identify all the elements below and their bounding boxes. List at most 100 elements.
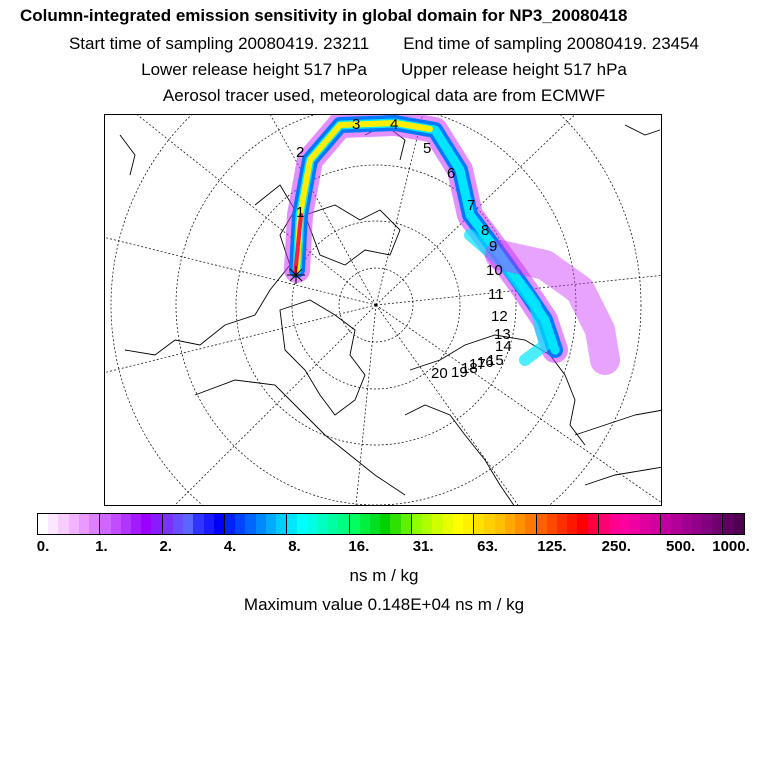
trajectory-label: 8 — [481, 222, 489, 239]
colorbar-swatch — [442, 514, 453, 534]
lat-circle — [175, 115, 577, 505]
tracer-info: Aerosol tracer used, meteorological data… — [162, 86, 606, 105]
colorbar-swatch — [110, 514, 121, 534]
colorbar-swatch — [276, 514, 288, 534]
colorbar-tick-label: 16. — [348, 538, 370, 555]
plume-fan-west — [464, 229, 551, 366]
colorbar-swatch — [120, 514, 131, 534]
sampling-times: Start time of sampling 20080419. 23211 En… — [0, 34, 768, 54]
colorbar-swatch — [245, 514, 256, 534]
meridian — [375, 304, 661, 503]
colorbar-tick-label: 8. — [288, 538, 301, 555]
trajectory-label: 18 — [461, 360, 478, 377]
trajectory-label: 7 — [467, 197, 475, 214]
colorbar-tick-label: 4. — [223, 538, 237, 555]
coastline-greenland — [279, 299, 366, 416]
colorbar-swatch — [504, 514, 516, 534]
colorbar-swatch — [702, 514, 713, 534]
colorbar-swatch — [494, 514, 505, 534]
trajectory-label: 13 — [494, 326, 511, 343]
colorbar-swatch — [380, 514, 391, 534]
colorbar-swatch — [183, 514, 194, 534]
lat-circle — [291, 220, 461, 390]
colorbar-swatch — [370, 514, 381, 534]
graticule — [105, 115, 661, 505]
colorbar-unit: ns m / kg — [349, 566, 419, 585]
colorbar-swatch — [89, 514, 101, 534]
colorbar-swatch — [203, 514, 214, 534]
coastline-arctic-islands — [304, 204, 401, 266]
trajectory-label: 11 — [488, 286, 504, 303]
coastline-scandinavia — [404, 404, 515, 505]
lat-circle — [338, 267, 414, 343]
colorbar-swatch — [359, 514, 370, 534]
colorbar-tick-label: 31. — [412, 538, 434, 555]
plume-peak — [293, 213, 303, 277]
colorbar-swatch — [297, 514, 308, 534]
colorbar-swatch — [48, 514, 59, 534]
meridian — [105, 304, 377, 373]
colorbar-swatch — [536, 514, 547, 534]
colorbar-swatch — [411, 514, 423, 534]
colorbar-swatch — [515, 514, 526, 534]
colorbar-swatch — [649, 514, 662, 534]
meridian — [174, 304, 377, 505]
colorbar-tick-label: 500. — [666, 538, 696, 555]
sampling-end: End time of sampling 20080419. 23454 — [403, 34, 700, 53]
meridian — [355, 304, 377, 505]
trajectory-label: 1 — [296, 204, 304, 221]
colorbar-swatch — [619, 514, 630, 534]
colorbar-swatch — [525, 514, 537, 534]
colorbar-swatch — [556, 514, 568, 534]
plume-fan-east — [485, 240, 620, 375]
colorbar-swatch — [338, 514, 350, 534]
colorbar-swatch — [58, 514, 69, 534]
colorbar-swatch — [235, 514, 246, 534]
trajectory-label: 3 — [352, 116, 360, 133]
colorbar-tick-label: 250. — [601, 538, 631, 555]
lat-circle — [235, 164, 517, 446]
trajectory-label: 4 — [390, 116, 398, 133]
release-marker — [287, 266, 305, 284]
colorbar-swatch — [671, 514, 682, 534]
colorbar-swatch — [317, 514, 329, 534]
colorbar-swatch — [130, 514, 142, 534]
colorbar-swatch — [172, 514, 184, 534]
colorbar-swatch — [193, 514, 204, 534]
colorbar-swatch — [452, 514, 463, 534]
colorbar-swatch — [629, 514, 640, 534]
trajectory-label: 20 — [431, 365, 448, 382]
colorbar-tick-label: 1. — [95, 538, 108, 555]
colorbar-swatch — [100, 514, 111, 534]
colorbar-swatch — [307, 514, 318, 534]
colorbar-swatch — [484, 514, 495, 534]
colorbar-swatch — [587, 514, 599, 534]
colorbar-swatch — [733, 514, 744, 534]
release-upper: Upper release height 517 hPa — [401, 60, 627, 79]
colorbar-swatch — [224, 514, 236, 534]
trajectory-label: 14 — [495, 338, 512, 355]
colorbar-swatch — [723, 514, 734, 534]
colorbar-swatch — [255, 514, 266, 534]
colorbar-tick-label: 1000. — [712, 538, 750, 555]
coastline-west — [119, 134, 136, 176]
colorbar-tick-label: 2. — [159, 538, 172, 555]
coastline-north-america — [124, 184, 296, 356]
trajectory-label: 16 — [477, 354, 494, 371]
colorbar-swatch — [712, 514, 724, 534]
colorbar-swatch — [609, 514, 620, 534]
colorbar-swatch — [546, 514, 557, 534]
coastline-europe — [574, 409, 661, 436]
colorbar-swatch — [328, 514, 339, 534]
trajectory-label: 2 — [296, 144, 304, 161]
maximum-value: Maximum value 0.148E+04 ns m / kg — [243, 595, 525, 614]
trajectory-label: 6 — [447, 165, 455, 182]
colorbar-swatch — [598, 514, 610, 534]
colorbar-swatch — [474, 514, 485, 534]
colorbar-swatch — [639, 514, 650, 534]
colorbar-swatch — [390, 514, 401, 534]
colorbar-swatch — [162, 514, 173, 534]
meridian — [105, 237, 377, 306]
